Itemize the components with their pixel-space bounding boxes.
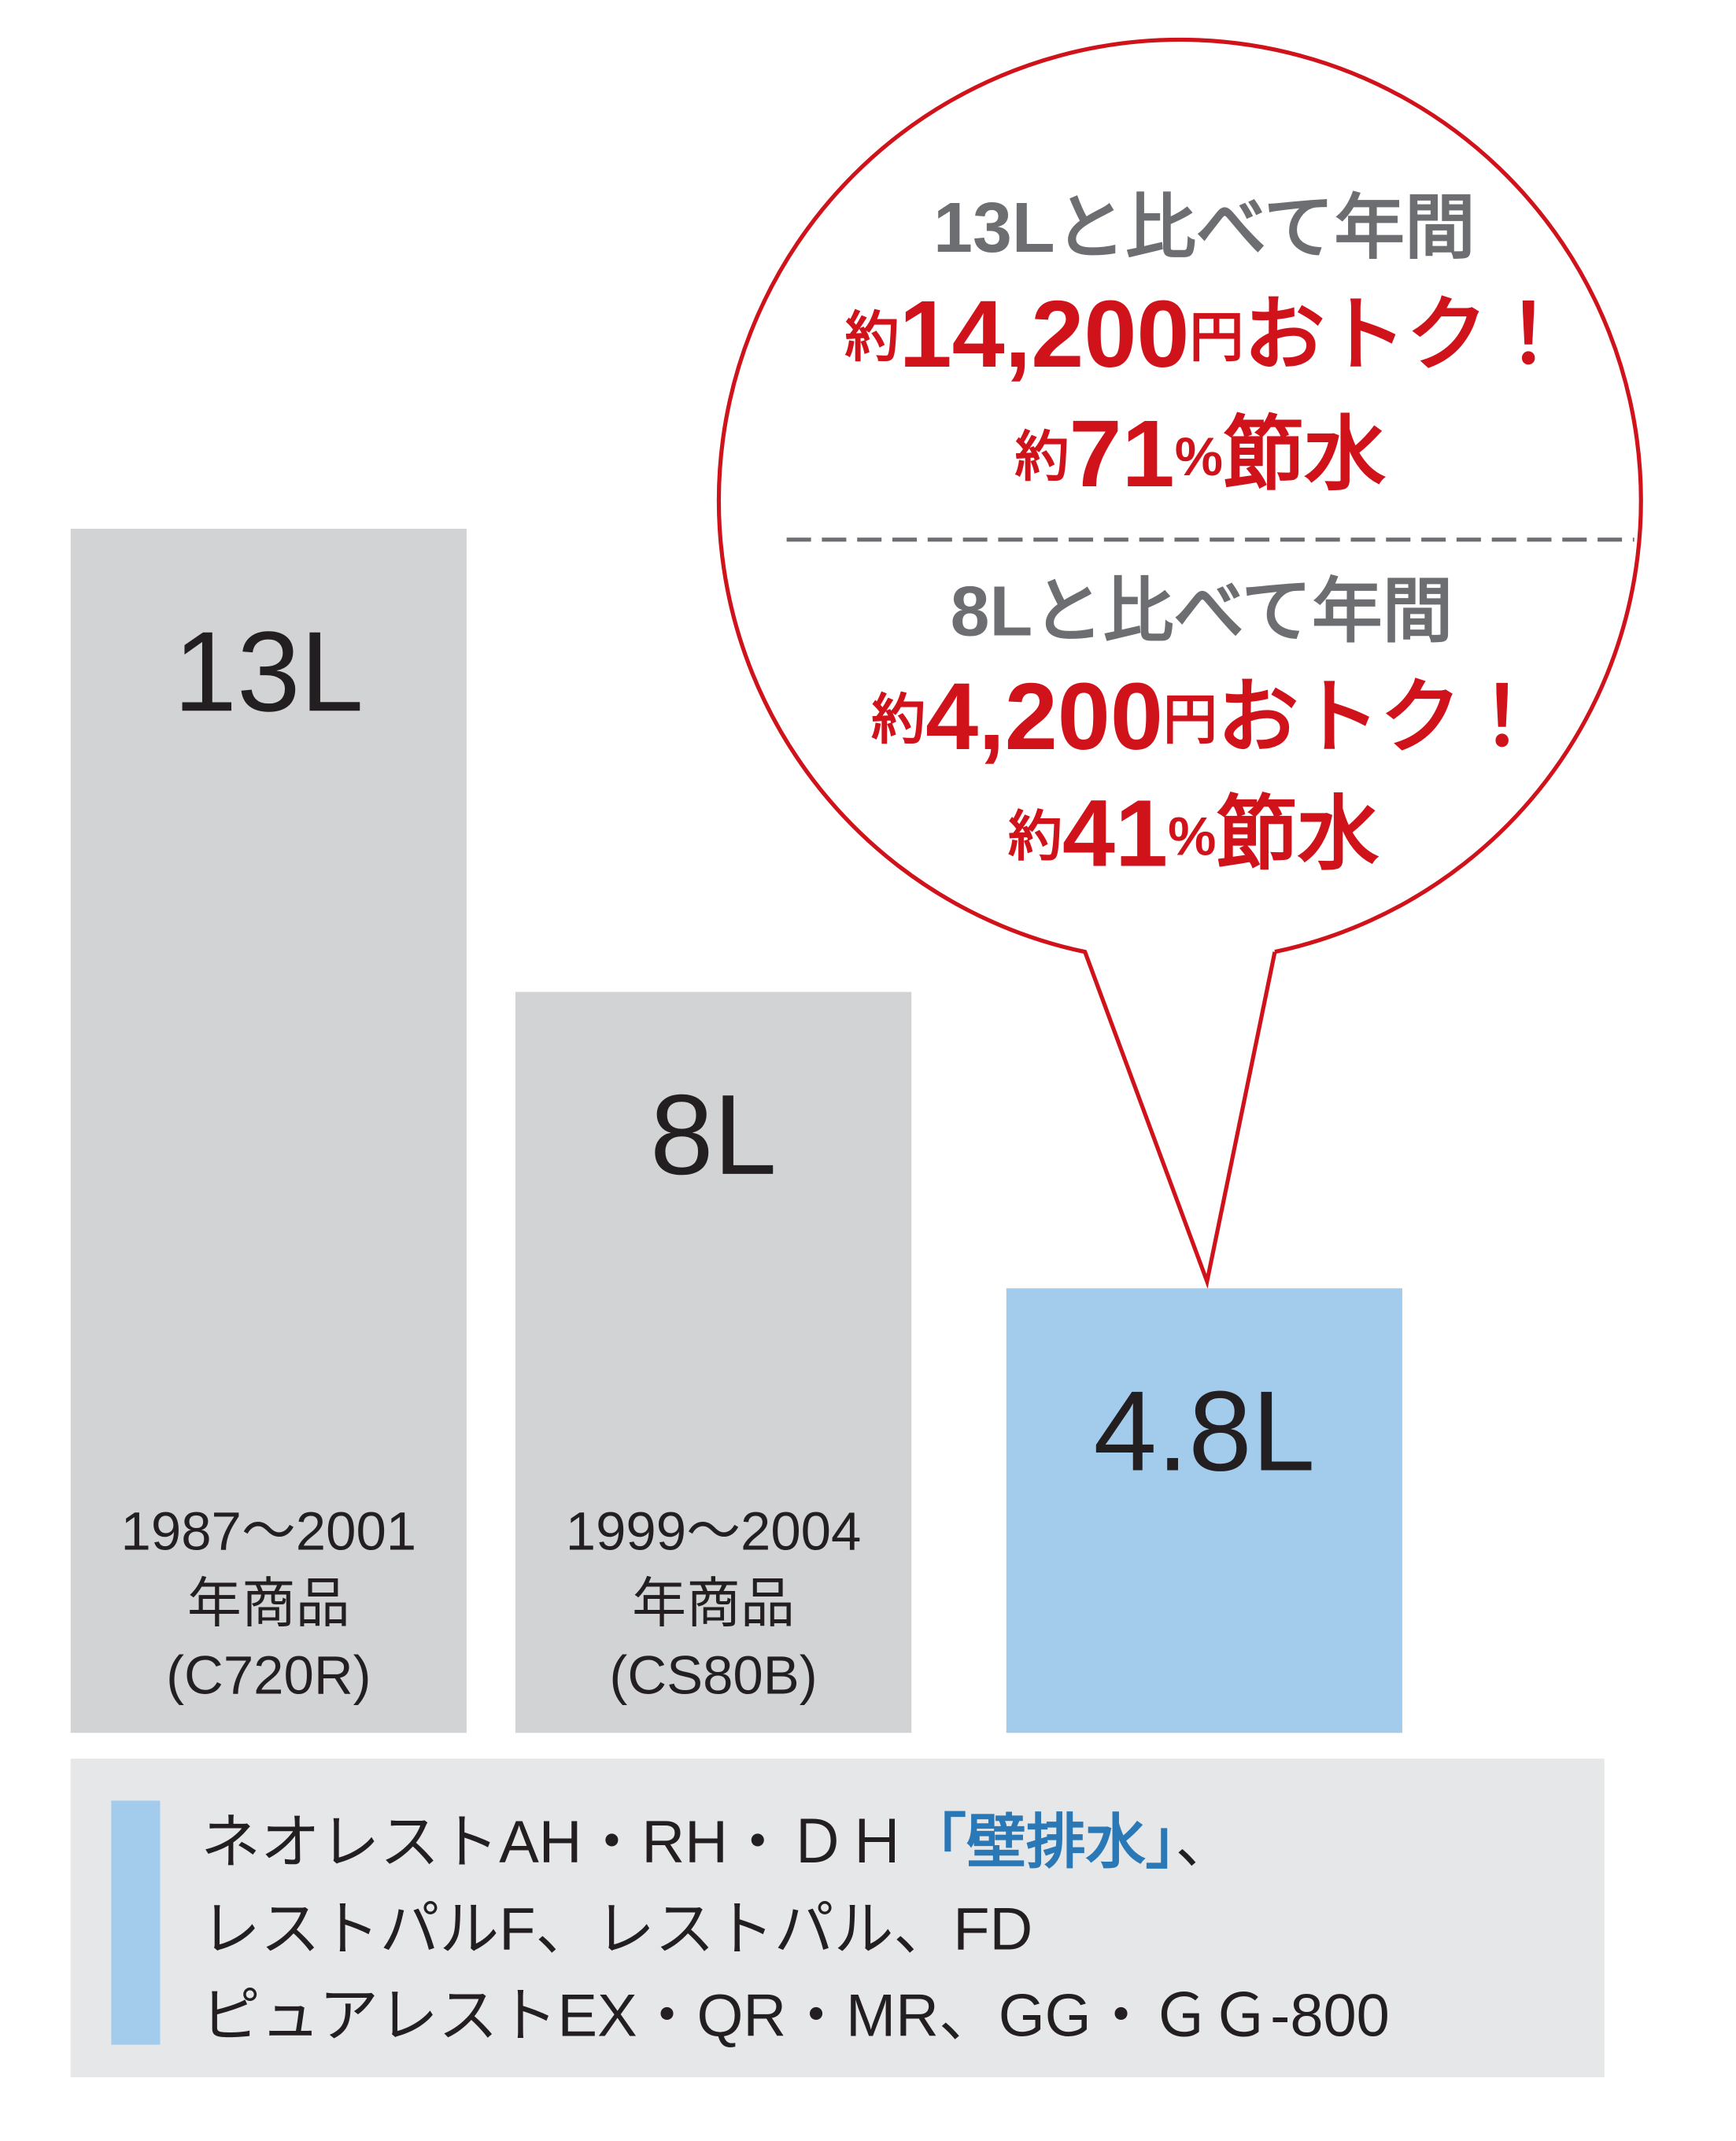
legend-text: ネオレストAH・RH・ＤＨ「壁排水」、 xyxy=(201,1809,1235,1876)
text: 41 xyxy=(1062,780,1168,886)
value-label: 13L xyxy=(174,607,364,735)
text: 約 xyxy=(1015,426,1069,487)
text: 約 xyxy=(871,689,925,750)
bar xyxy=(1006,1288,1402,1733)
text: 、 xyxy=(1175,1809,1235,1876)
legend-text: ピュアレストEX・QR・MR、GG・ＧＧ-800 xyxy=(201,1983,1390,2050)
callout-heading: 13Lと比べて年間 xyxy=(933,188,1475,267)
callout-savings: 約14,200円おトク！ xyxy=(845,281,1569,387)
text: 円 xyxy=(1190,307,1244,367)
text: % xyxy=(1175,426,1223,487)
text: おトク！ xyxy=(1243,290,1569,381)
text: 約 xyxy=(845,307,899,367)
legend-text: レストパルF、レストパル、FD xyxy=(201,1896,1032,1962)
bar xyxy=(515,991,912,1733)
text: 約 xyxy=(1008,807,1062,867)
category-label-box: 1999～2004 年商品 (CS80B) xyxy=(565,1502,862,1706)
text: 円 xyxy=(1163,689,1217,750)
x-tick-label: 1999～2004 年商品 (CS80B) xyxy=(565,1502,862,1706)
callout-heading: 8Lと比べて年間 xyxy=(951,572,1453,651)
callout-bubble xyxy=(716,37,1643,1289)
category-label-box: 1987～2001 年商品 (C720R) xyxy=(120,1502,417,1706)
value-label: 4.8L xyxy=(1093,1368,1315,1495)
callout-water: 約41%節水 xyxy=(1008,780,1380,886)
legend-box xyxy=(70,1759,1605,2078)
text: 節水 xyxy=(1216,788,1379,880)
text: % xyxy=(1168,807,1216,867)
text: 節水 xyxy=(1223,408,1386,500)
text: 4,200 xyxy=(925,663,1163,770)
text: 「壁排水」 xyxy=(907,1809,1175,1876)
text: おトク！ xyxy=(1217,672,1543,763)
callout-water: 約71%節水 xyxy=(1015,401,1387,507)
text: 71 xyxy=(1069,401,1175,507)
text: 14,200 xyxy=(899,281,1190,387)
legend-swatch xyxy=(111,1800,161,2045)
text: ネオレストAH・RH・ＤＨ xyxy=(201,1809,907,1876)
bar xyxy=(70,529,467,1733)
x-tick-label: 1987～2001 年商品 (C720R) xyxy=(120,1502,417,1706)
value-label: 8L xyxy=(650,1071,777,1198)
callout-savings: 約4,200円おトク！ xyxy=(871,663,1542,770)
